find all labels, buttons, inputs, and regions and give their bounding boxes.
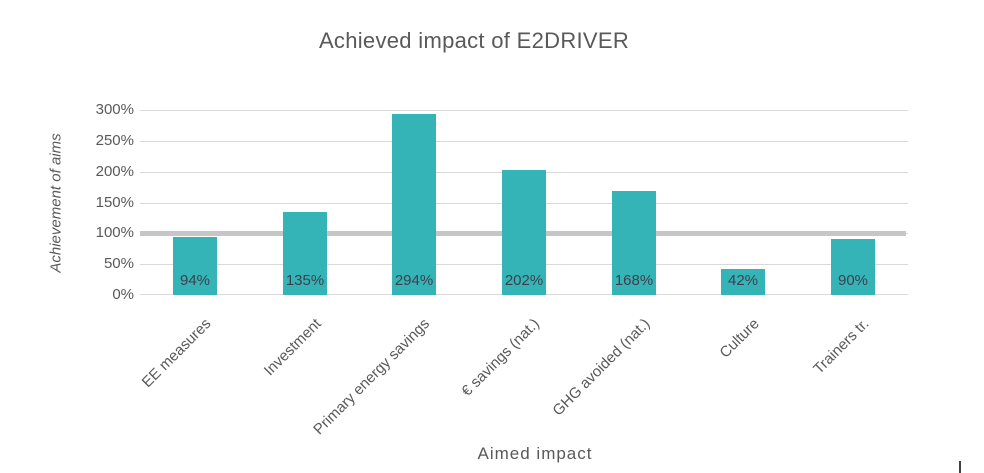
x-category-label: Investment — [260, 315, 325, 380]
x-category-label: Primary energy savings — [310, 315, 434, 439]
y-tick-label: 300% — [95, 101, 134, 118]
bar-1 — [173, 237, 217, 295]
bar-3 — [392, 114, 436, 295]
bar-4 — [502, 170, 546, 295]
bar-7 — [831, 239, 875, 295]
bar-2 — [283, 212, 327, 295]
x-category-label: GHG avoided (nat.) — [549, 315, 654, 420]
x-category-label: € savings (nat.) — [458, 315, 544, 400]
gridline-300% — [140, 110, 908, 111]
y-tick-label: 100% — [95, 224, 134, 241]
y-tick-label: 50% — [103, 255, 134, 272]
bar-data-label: 168% — [614, 272, 654, 289]
text-cursor-artifact — [959, 461, 961, 473]
bar-data-label: 135% — [285, 272, 325, 289]
x-category-label: EE measures — [138, 315, 215, 391]
chart-title: Achieved impact of E2DRIVER — [318, 28, 630, 53]
gridline-250% — [140, 141, 908, 142]
bar-data-label: 202% — [504, 272, 544, 289]
bar-5 — [612, 191, 656, 295]
y-tick-label: 0% — [112, 286, 134, 303]
y-axis-title: Achievement of aims — [47, 133, 65, 273]
bar-data-label: 42% — [727, 272, 759, 289]
y-tick-label: 250% — [95, 132, 134, 149]
bar-data-label: 94% — [179, 272, 211, 289]
x-axis-title: Aimed impact — [477, 444, 593, 463]
x-category-label: Culture — [716, 315, 763, 362]
bar-6 — [721, 269, 765, 295]
y-tick-label: 150% — [95, 194, 134, 211]
x-category-label: Trainers tr. — [809, 315, 873, 378]
y-tick-label: 200% — [95, 163, 134, 180]
bar-data-label: 90% — [837, 272, 869, 289]
bar-data-label: 294% — [394, 272, 434, 289]
plot-area: 94% 135% 294% 202% 168% 42% 90% — [140, 110, 908, 295]
